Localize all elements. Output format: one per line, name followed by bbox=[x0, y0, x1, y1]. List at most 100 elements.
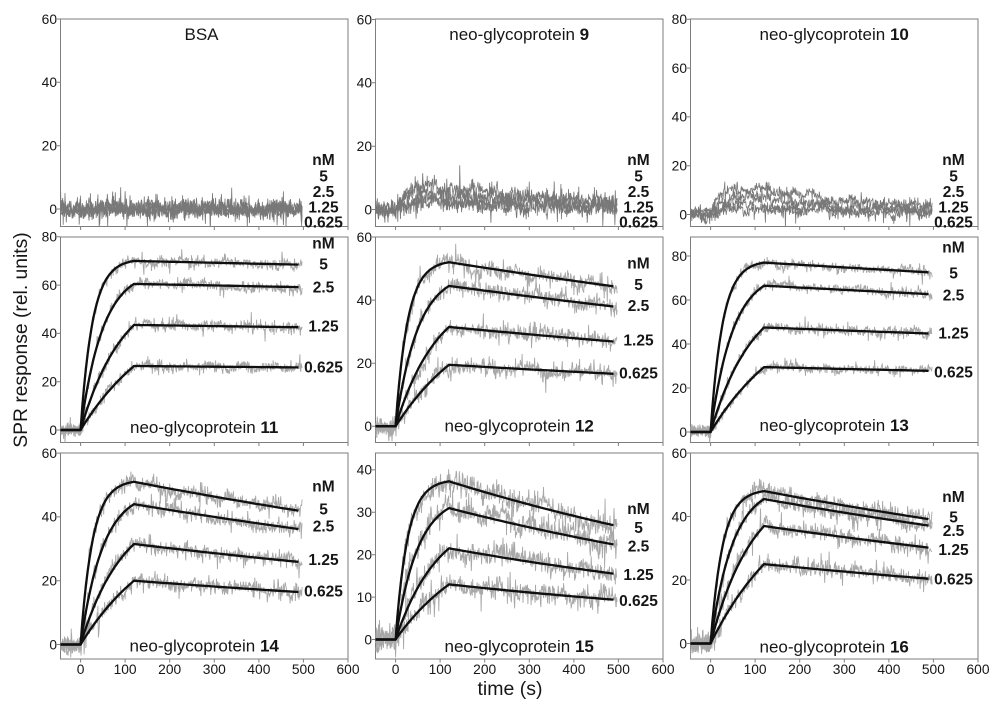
svg-text:time (s): time (s) bbox=[478, 678, 543, 700]
svg-text:30: 30 bbox=[357, 505, 373, 520]
svg-text:0: 0 bbox=[679, 207, 687, 222]
svg-text:20: 20 bbox=[357, 548, 373, 563]
svg-text:200: 200 bbox=[788, 662, 811, 677]
svg-text:1.25: 1.25 bbox=[623, 567, 654, 584]
svg-text:1.25: 1.25 bbox=[623, 200, 654, 217]
svg-text:1.25: 1.25 bbox=[623, 333, 654, 350]
svg-text:600: 600 bbox=[966, 662, 989, 677]
svg-text:0.625: 0.625 bbox=[304, 215, 343, 232]
svg-text:neo-glycoprotein 10: neo-glycoprotein 10 bbox=[760, 25, 909, 44]
svg-text:nM: nM bbox=[942, 489, 964, 506]
svg-text:600: 600 bbox=[336, 662, 359, 677]
svg-text:60: 60 bbox=[357, 12, 373, 27]
svg-text:neo-glycoprotein 15: neo-glycoprotein 15 bbox=[445, 637, 594, 656]
svg-text:400: 400 bbox=[877, 662, 900, 677]
svg-text:60: 60 bbox=[42, 446, 58, 461]
svg-text:1.25: 1.25 bbox=[308, 200, 339, 217]
svg-text:2.5: 2.5 bbox=[313, 184, 335, 201]
svg-text:nM: nM bbox=[942, 240, 964, 257]
svg-text:500: 500 bbox=[922, 662, 945, 677]
svg-text:5: 5 bbox=[949, 169, 958, 186]
svg-text:600: 600 bbox=[651, 662, 674, 677]
svg-text:200: 200 bbox=[158, 662, 181, 677]
svg-text:0.625: 0.625 bbox=[304, 360, 343, 377]
svg-text:40: 40 bbox=[42, 510, 58, 525]
svg-text:1.25: 1.25 bbox=[938, 542, 969, 559]
svg-text:80: 80 bbox=[672, 249, 688, 264]
svg-text:0: 0 bbox=[77, 662, 85, 677]
svg-text:40: 40 bbox=[672, 110, 688, 125]
svg-text:60: 60 bbox=[672, 61, 688, 76]
svg-text:neo-glycoprotein 12: neo-glycoprotein 12 bbox=[445, 417, 594, 436]
svg-text:20: 20 bbox=[42, 375, 58, 390]
svg-text:0.625: 0.625 bbox=[619, 593, 658, 610]
svg-text:2.5: 2.5 bbox=[313, 280, 335, 297]
svg-text:0: 0 bbox=[364, 632, 372, 647]
svg-text:2.5: 2.5 bbox=[943, 184, 965, 201]
svg-text:20: 20 bbox=[672, 159, 688, 174]
svg-text:2.5: 2.5 bbox=[628, 184, 650, 201]
svg-text:0: 0 bbox=[364, 202, 372, 217]
svg-text:10: 10 bbox=[357, 590, 373, 605]
svg-text:40: 40 bbox=[672, 509, 688, 524]
svg-text:nM: nM bbox=[312, 152, 334, 169]
svg-text:nM: nM bbox=[942, 152, 964, 169]
svg-text:0.625: 0.625 bbox=[619, 366, 658, 383]
svg-text:SPR response (rel. units): SPR response (rel. units) bbox=[11, 232, 32, 447]
svg-text:0: 0 bbox=[49, 423, 57, 438]
svg-text:100: 100 bbox=[429, 662, 452, 677]
svg-text:100: 100 bbox=[744, 662, 767, 677]
svg-text:0.625: 0.625 bbox=[934, 572, 973, 589]
svg-text:300: 300 bbox=[203, 662, 226, 677]
svg-text:0: 0 bbox=[679, 425, 687, 440]
svg-text:500: 500 bbox=[607, 662, 630, 677]
svg-text:neo-glycoprotein 13: neo-glycoprotein 13 bbox=[760, 416, 909, 435]
svg-text:500: 500 bbox=[292, 662, 315, 677]
svg-text:0: 0 bbox=[49, 202, 57, 217]
svg-text:neo-glycoprotein 14: neo-glycoprotein 14 bbox=[130, 637, 280, 656]
svg-text:40: 40 bbox=[42, 75, 58, 90]
svg-text:0: 0 bbox=[364, 419, 372, 434]
svg-text:5: 5 bbox=[634, 277, 643, 294]
svg-text:300: 300 bbox=[518, 662, 541, 677]
svg-text:40: 40 bbox=[357, 76, 373, 91]
svg-text:300: 300 bbox=[833, 662, 856, 677]
svg-text:0.625: 0.625 bbox=[934, 365, 973, 382]
svg-text:60: 60 bbox=[672, 293, 688, 308]
svg-text:20: 20 bbox=[672, 573, 688, 588]
svg-text:nM: nM bbox=[627, 501, 649, 518]
svg-text:2.5: 2.5 bbox=[943, 523, 965, 540]
svg-text:0: 0 bbox=[679, 636, 687, 651]
svg-text:BSA: BSA bbox=[184, 25, 219, 44]
svg-text:400: 400 bbox=[562, 662, 585, 677]
svg-text:2.5: 2.5 bbox=[628, 539, 650, 556]
svg-text:0.625: 0.625 bbox=[619, 215, 658, 232]
svg-text:1.25: 1.25 bbox=[308, 319, 339, 336]
svg-text:0.625: 0.625 bbox=[934, 215, 973, 232]
svg-text:nM: nM bbox=[312, 236, 334, 253]
svg-text:nM: nM bbox=[627, 152, 649, 169]
svg-text:60: 60 bbox=[672, 446, 688, 461]
svg-text:20: 20 bbox=[42, 574, 58, 589]
svg-text:5: 5 bbox=[319, 502, 328, 519]
svg-text:5: 5 bbox=[949, 266, 958, 283]
svg-text:0: 0 bbox=[707, 662, 715, 677]
svg-text:neo-glycoprotein 16: neo-glycoprotein 16 bbox=[760, 638, 909, 657]
svg-text:neo-glycoprotein 9: neo-glycoprotein 9 bbox=[449, 25, 589, 44]
svg-text:0: 0 bbox=[49, 637, 57, 652]
svg-text:1.25: 1.25 bbox=[308, 552, 339, 569]
svg-text:80: 80 bbox=[672, 12, 688, 27]
svg-text:400: 400 bbox=[247, 662, 270, 677]
svg-text:20: 20 bbox=[357, 139, 373, 154]
svg-text:40: 40 bbox=[42, 326, 58, 341]
svg-text:0: 0 bbox=[392, 662, 400, 677]
svg-text:1.25: 1.25 bbox=[938, 326, 969, 343]
svg-text:nM: nM bbox=[627, 256, 649, 273]
svg-text:2.5: 2.5 bbox=[943, 288, 965, 305]
svg-text:5: 5 bbox=[319, 256, 328, 273]
svg-text:60: 60 bbox=[42, 12, 58, 27]
svg-text:20: 20 bbox=[672, 381, 688, 396]
svg-text:nM: nM bbox=[312, 479, 334, 496]
svg-text:0.625: 0.625 bbox=[304, 584, 343, 601]
svg-text:60: 60 bbox=[42, 278, 58, 293]
